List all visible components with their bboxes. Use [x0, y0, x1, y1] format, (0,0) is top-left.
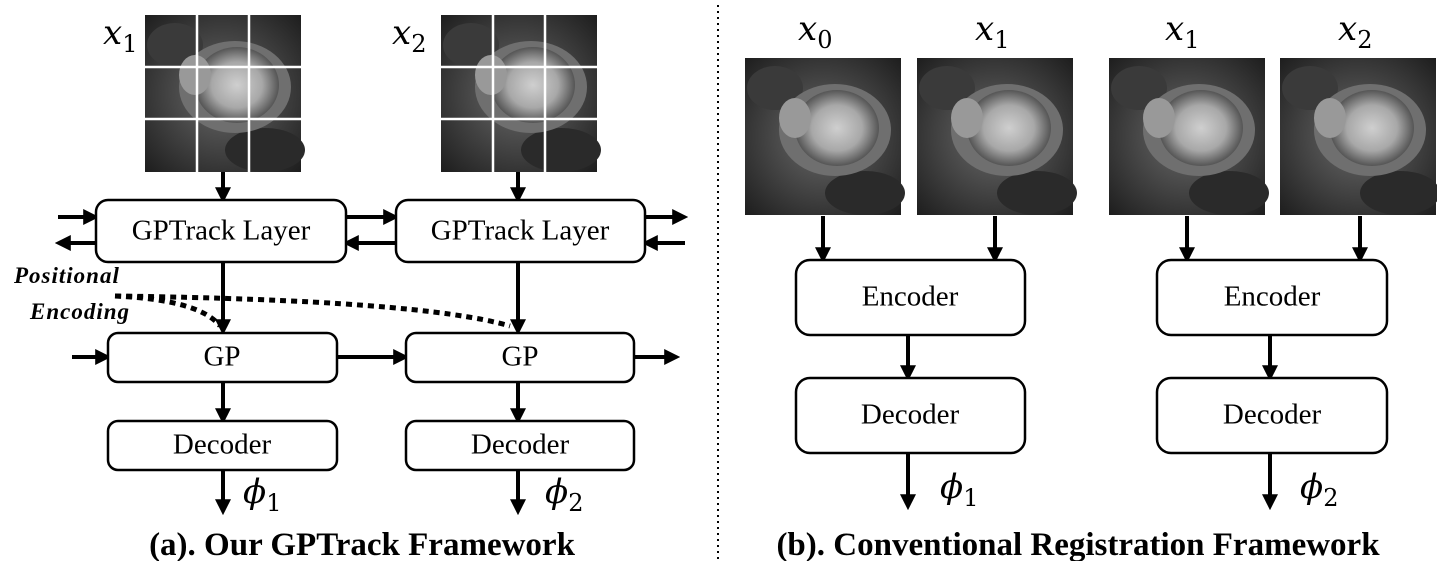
input-image: [145, 15, 305, 172]
output-label: ϕ2: [1300, 467, 1338, 512]
caption: (a). Our GPTrack Framework: [149, 527, 576, 561]
input-image: [441, 15, 601, 172]
box-label: Decoder: [861, 399, 960, 431]
box-label: Decoder: [173, 429, 272, 461]
input-label: x1: [1165, 9, 1199, 54]
box-label: GP: [203, 341, 240, 373]
output-label: ϕ2: [545, 472, 583, 517]
output-label: ϕ1: [940, 467, 978, 512]
box-label: Decoder: [1223, 399, 1322, 431]
input-image: [1280, 58, 1437, 215]
input-label: x2: [392, 13, 426, 58]
pe-label: Encoding: [29, 299, 130, 324]
box-label: Encoder: [862, 281, 959, 313]
diagram: x1 x2 GPTrack Layer GPTrack Layer Positi…: [0, 0, 1437, 561]
input-image: [1109, 58, 1269, 215]
box-label: Decoder: [471, 429, 570, 461]
input-label: x1: [103, 13, 137, 58]
input-label: x0: [798, 9, 832, 54]
box-label: GPTrack Layer: [431, 215, 610, 247]
caption: (b). Conventional Registration Framework: [776, 527, 1380, 561]
page: x1 x2 GPTrack Layer GPTrack Layer Positi…: [0, 0, 1437, 561]
output-label: ϕ1: [243, 472, 281, 517]
box-label: Encoder: [1224, 281, 1321, 313]
input-label: x1: [975, 9, 1009, 54]
input-image: [917, 58, 1077, 215]
pe-label: Positional: [13, 263, 120, 288]
input-image: [745, 58, 905, 215]
box-label: GPTrack Layer: [132, 215, 311, 247]
input-label: x2: [1338, 9, 1372, 54]
box-label: GP: [501, 341, 538, 373]
